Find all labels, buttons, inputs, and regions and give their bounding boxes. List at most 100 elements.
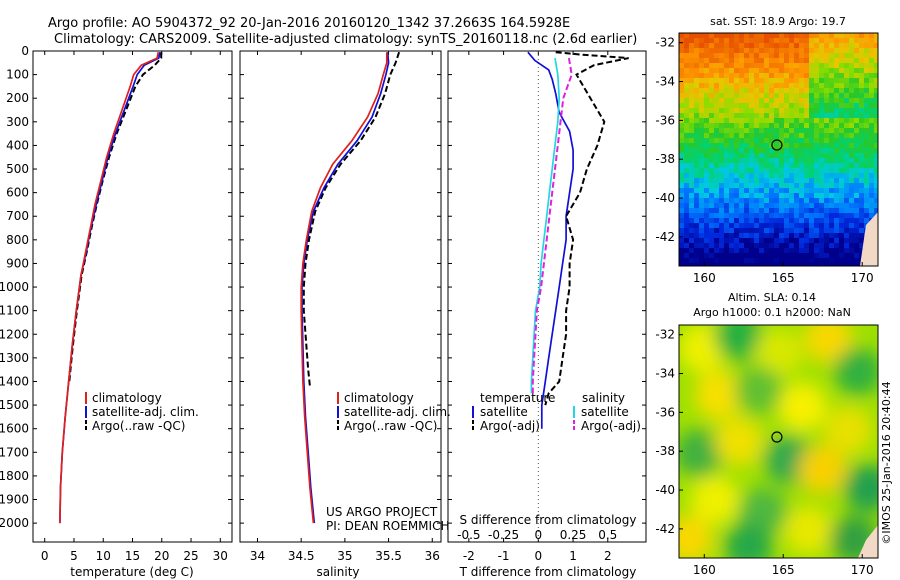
sst-cell [679,133,684,138]
sst-cell [759,43,764,48]
sst-cell [789,63,794,68]
sst-cell [694,108,699,113]
sst-cell [859,238,864,243]
sst-cell [839,113,844,118]
xtick-label: 35.5 [375,549,402,563]
sst-cell [814,138,819,143]
series-satellite-adj-clim [59,52,161,524]
sst-cell [739,48,744,53]
sst-cell [709,148,714,153]
sst-cell [779,163,784,168]
sst-cell [819,128,824,133]
sst-cell [744,188,749,193]
sst-cell [869,213,874,218]
sst-cell [764,93,769,98]
sst-cell [844,133,849,138]
sst-cell [864,73,869,78]
sst-cell [709,178,714,183]
sst-cell [769,43,774,48]
sst-cell [734,208,739,213]
sst-cell [779,183,784,188]
sst-cell [829,108,834,113]
sst-cell [699,173,704,178]
sst-cell [799,253,804,258]
sst-cell [774,108,779,113]
sst-cell [704,68,709,73]
sst-cell [744,83,749,88]
sst-cell [874,193,878,198]
sst-cell [709,38,714,43]
sst-cell [684,218,689,223]
sst-cell [784,33,789,38]
sst-cell [774,178,779,183]
sst-cell [729,158,734,163]
sst-cell [714,213,719,218]
sst-cell [819,103,824,108]
sst-cell [839,83,844,88]
sst-cell [719,153,724,158]
sst-cell [744,213,749,218]
sst-cell [739,203,744,208]
sst-cell [724,123,729,128]
sst-cell [834,238,839,243]
sst-cell [729,53,734,58]
sst-cell [764,248,769,253]
sst-cell [729,83,734,88]
sst-cell [714,173,719,178]
sst-cell [689,218,694,223]
sst-cell [794,248,799,253]
sst-cell [709,108,714,113]
sst-cell [739,168,744,173]
sst-cell [809,158,814,163]
sst-cell [789,158,794,163]
sst-cell [849,188,854,193]
sst-cell [814,88,819,93]
sst-cell [864,108,869,113]
sst-cell [699,148,704,153]
sst-cell [679,153,684,158]
sst-cell [869,128,874,133]
sst-cell [709,198,714,203]
sst-cell [769,83,774,88]
sst-cell [724,263,729,266]
sst-cell [784,193,789,198]
sst-cell [809,238,814,243]
sst-cell [709,263,714,266]
sst-cell [844,88,849,93]
sst-cell [679,83,684,88]
sst-cell [839,43,844,48]
sst-cell [724,188,729,193]
sst-cell [689,228,694,233]
sla-blob [754,328,803,377]
sst-cell [834,103,839,108]
imos-stamp: ©IMOS 25-Jan-2016 20:40:44 [880,381,893,544]
sst-cell [684,118,689,123]
sst-cell [734,78,739,83]
sst-cell [684,188,689,193]
sst-cell [759,78,764,83]
xtick-label: -2 [463,549,475,563]
sst-cell [759,98,764,103]
sst-cell [759,233,764,238]
sst-cell [839,203,844,208]
sst-cell [774,53,779,58]
sst-cell [819,263,824,266]
sst-cell [784,138,789,143]
sst-cell [834,123,839,128]
sst-cell [819,178,824,183]
sst-cell [714,253,719,258]
sst-cell [764,73,769,78]
sst-cell [739,243,744,248]
sst-cell [699,168,704,173]
sst-cell [774,233,779,238]
sst-cell [689,118,694,123]
sst-cell [689,238,694,243]
sst-cell [759,158,764,163]
sst-cell [814,248,819,253]
sst-cell [859,233,864,238]
sst-cell [734,213,739,218]
sst-cell [769,128,774,133]
sst-cell [749,258,754,263]
sst-cell [749,168,754,173]
sst-cell [689,128,694,133]
